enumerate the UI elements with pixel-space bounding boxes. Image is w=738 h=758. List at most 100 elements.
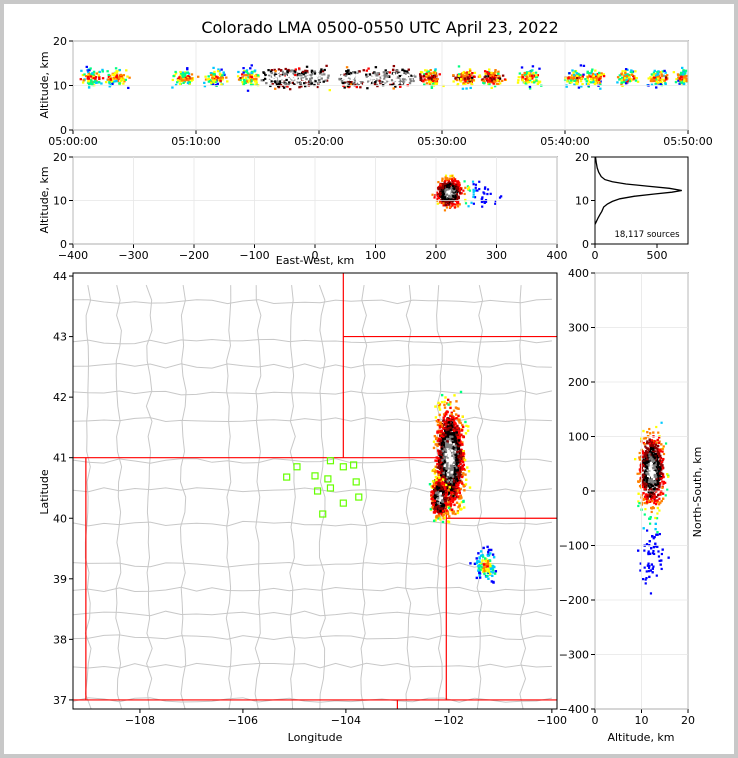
density-cell — [442, 490, 445, 494]
density-cell — [247, 79, 251, 83]
density-cell — [405, 74, 409, 78]
density-cell — [340, 74, 344, 77]
density-cell — [457, 444, 460, 448]
density-cell — [451, 499, 455, 502]
density-cell — [467, 425, 470, 428]
density-cell — [459, 188, 462, 191]
density-cell — [312, 77, 316, 80]
density-cell — [456, 180, 460, 183]
density-cell — [453, 394, 456, 397]
density-cell — [485, 567, 488, 571]
density-cell — [290, 73, 294, 76]
density-cell — [399, 77, 402, 80]
density-cell — [438, 424, 442, 427]
density-cell — [446, 178, 449, 181]
density-cell — [453, 190, 456, 193]
density-cell — [478, 557, 481, 560]
density-cell — [450, 459, 453, 462]
density-cell — [460, 500, 464, 504]
density-cell — [440, 467, 443, 471]
density-cell — [439, 490, 442, 493]
density-cell — [269, 77, 273, 80]
density-cell — [482, 191, 485, 194]
density-cell — [526, 76, 529, 79]
density-cell — [453, 466, 456, 470]
density-cell — [655, 86, 658, 89]
density-cell — [428, 483, 432, 486]
density-cell — [89, 75, 93, 78]
density-cell — [454, 455, 458, 459]
density-cell — [449, 496, 452, 499]
density-cell — [375, 75, 379, 78]
density-cell — [343, 73, 346, 76]
county-line — [179, 285, 187, 710]
density-cell — [445, 503, 448, 506]
density-cell — [632, 77, 636, 80]
x-tick-label: 200 — [426, 249, 447, 262]
density-cell — [214, 77, 217, 80]
density-cell — [536, 82, 540, 86]
density-cell — [487, 550, 490, 554]
x-tick-label: −400 — [58, 249, 88, 262]
density-cell — [450, 456, 454, 460]
density-cell — [466, 185, 470, 188]
density-cell — [432, 446, 436, 450]
density-cell — [373, 77, 376, 80]
density-cell — [450, 478, 454, 482]
density-cell — [497, 82, 500, 86]
density-cell — [440, 477, 444, 481]
density-cell — [487, 577, 490, 580]
density-cell — [114, 67, 118, 70]
x-tick-label: 0 — [312, 249, 319, 262]
density-cell — [463, 489, 466, 492]
density-cell — [274, 87, 277, 90]
density-cell — [683, 78, 686, 81]
density-cell — [435, 81, 439, 84]
density-cell — [679, 81, 682, 84]
density-cell — [456, 459, 459, 462]
density-cell — [436, 197, 439, 200]
density-cell — [92, 80, 96, 83]
density-cell — [447, 438, 451, 441]
density-cell — [213, 74, 216, 77]
density-cell — [489, 74, 492, 77]
density-cell — [316, 82, 320, 85]
density-cell — [456, 426, 459, 430]
density-cell — [482, 82, 486, 85]
density-cell — [311, 75, 314, 78]
density-cell — [448, 422, 452, 426]
density-cell — [356, 83, 359, 86]
density-cell — [101, 70, 104, 73]
density-cell — [359, 81, 362, 84]
density-cell — [468, 486, 472, 489]
density-cell — [450, 496, 454, 500]
density-cell — [449, 504, 452, 507]
density-cell — [488, 81, 491, 84]
density-cell — [250, 75, 253, 78]
y-tick-label: 39 — [53, 573, 67, 586]
density-cell — [108, 81, 111, 84]
county-line — [115, 284, 123, 710]
source-count-annotation: 18,117 sources — [614, 230, 680, 240]
density-cell — [465, 424, 468, 428]
density-cell — [446, 201, 449, 204]
density-cell — [454, 194, 457, 197]
density-cell — [333, 76, 336, 79]
density-cell — [350, 78, 353, 82]
density-cell — [440, 192, 444, 195]
density-cell — [209, 80, 213, 83]
density-cell — [384, 69, 387, 72]
density-cell — [618, 74, 622, 77]
density-cell — [581, 75, 584, 78]
density-cell — [484, 559, 487, 563]
density-cell — [685, 77, 688, 81]
density-cell — [437, 504, 440, 508]
density-cell — [434, 507, 438, 511]
density-cell — [216, 82, 219, 85]
density-cell — [592, 81, 595, 84]
density-cell — [649, 76, 652, 79]
density-cell — [487, 548, 491, 552]
density-cell — [520, 66, 524, 69]
density-cell — [197, 75, 200, 78]
density-cell — [250, 79, 254, 82]
